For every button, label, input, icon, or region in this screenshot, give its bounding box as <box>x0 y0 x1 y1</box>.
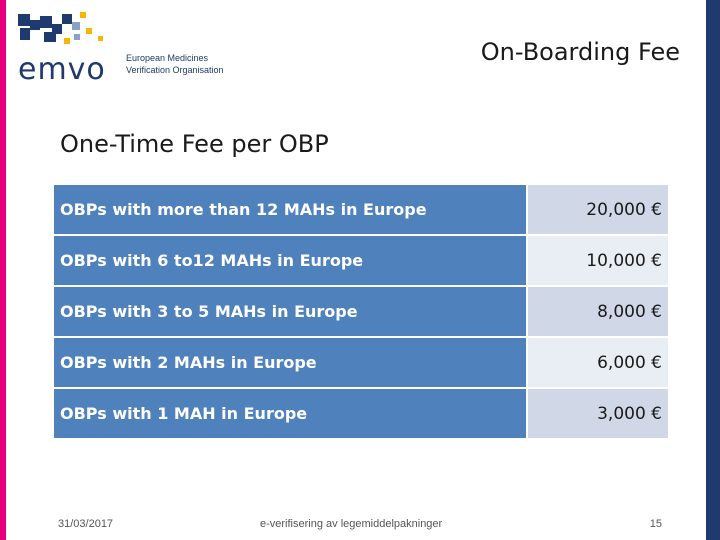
fee-table: OBPs with more than 12 MAHs in Europe 20… <box>54 185 668 440</box>
left-accent-bar <box>0 0 6 540</box>
logo-subtitle-line-2: Verification Organisation <box>126 65 224 75</box>
footer-date: 31/03/2017 <box>58 518 114 530</box>
footer-caption: e-verifisering av legemiddelpakninger <box>260 518 443 530</box>
fee-row-label: OBPs with more than 12 MAHs in Europe <box>54 185 526 234</box>
fee-row: OBPs with 3 to 5 MAHs in Europe 8,000 € <box>54 287 668 336</box>
logo-subtitle: European Medicines Verification Organisa… <box>126 52 224 76</box>
fee-row-amount: 20,000 € <box>528 185 668 234</box>
fee-row-label: OBPs with 3 to 5 MAHs in Europe <box>54 287 526 336</box>
logo-wordmark: emvo <box>18 52 106 87</box>
fee-row-amount: 10,000 € <box>528 236 668 285</box>
logo-subtitle-line-1: European Medicines <box>126 53 209 63</box>
fee-row-label: OBPs with 1 MAH in Europe <box>54 389 526 438</box>
emvo-logo: emvo European Medicines Verification Org… <box>14 8 224 87</box>
fee-row: OBPs with 2 MAHs in Europe 6,000 € <box>54 338 668 387</box>
page-number: 15 <box>649 518 662 530</box>
fee-row-label: OBPs with 6 to12 MAHs in Europe <box>54 236 526 285</box>
section-heading: One-Time Fee per OBP <box>60 130 329 158</box>
fee-row-label: OBPs with 2 MAHs in Europe <box>54 338 526 387</box>
slide-title: On-Boarding Fee <box>480 38 680 66</box>
fee-row: OBPs with 1 MAH in Europe 3,000 € <box>54 389 668 438</box>
logo-pixel-mark-icon <box>18 12 103 44</box>
fee-row: OBPs with more than 12 MAHs in Europe 20… <box>54 185 668 234</box>
fee-row-amount: 3,000 € <box>528 389 668 438</box>
fee-row-amount: 8,000 € <box>528 287 668 336</box>
fee-row: OBPs with 6 to12 MAHs in Europe 10,000 € <box>54 236 668 285</box>
right-accent-bar <box>706 0 720 540</box>
fee-row-amount: 6,000 € <box>528 338 668 387</box>
